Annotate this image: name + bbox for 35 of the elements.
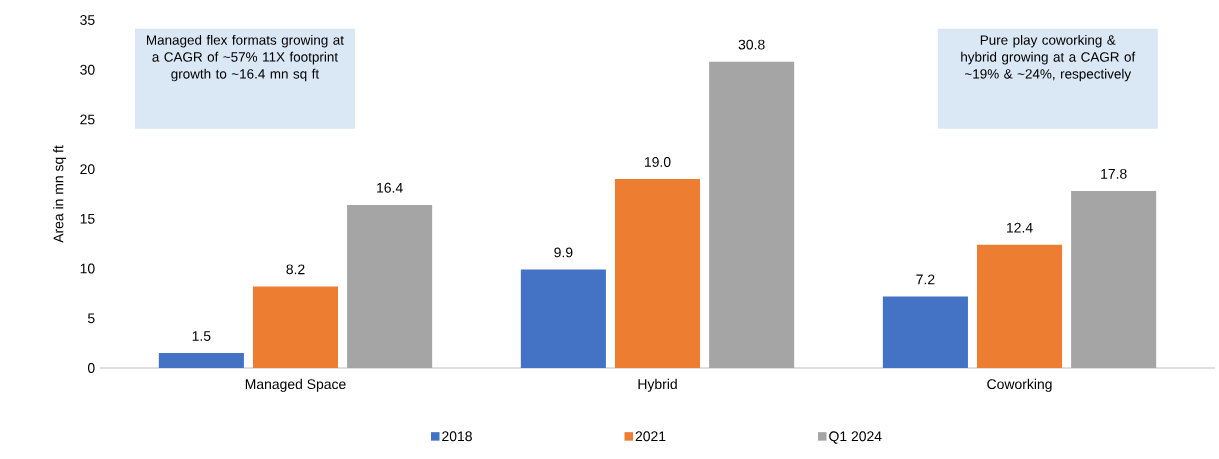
data-label: 19.0 [645,157,671,167]
bar [882,296,968,368]
y-tick-label: 25 [80,114,95,125]
data-label: 30.8 [738,39,765,50]
data-label: 9.9 [554,247,573,258]
bar [252,286,339,368]
y-tick-label: 0 [87,363,95,373]
bar [520,269,606,368]
y-tick-label: 20 [80,164,95,175]
y-tick-label: 30 [80,64,95,75]
y-tick-label: 10 [80,263,95,274]
y-tick-label: 15 [80,213,95,224]
annotation: Pure play coworking & hybrid growing at a CAGR of ~19% & ~24%, respectively [961,34,1136,82]
annotation: Managed flex formats growing at a CAGR of ~57% 11X footprint growth to ~16.4 mn sq ft [147,34,344,82]
x-tick-label: Managed Space [245,378,346,392]
x-tick-label: Coworking [987,378,1052,392]
y-tick-label: 5 [87,313,95,324]
data-label: 7.2 [916,274,935,285]
data-label: 12.4 [1007,222,1033,233]
bar [614,179,701,368]
bar [976,244,1063,368]
data-label: 1.5 [192,331,211,341]
data-label: 17.8 [1101,168,1127,179]
bar [1071,191,1157,368]
bar [709,61,795,368]
legend-label: 2018 [442,431,472,442]
bar [158,353,244,368]
data-label: 16.4 [377,182,403,193]
x-tick-label: Hybrid [638,378,677,392]
y-axis-title: Area in mn sq ft [53,145,67,243]
data-label: 8.2 [286,264,305,275]
y-tick-label: 35 [80,15,95,25]
legend-label: 2021 [635,431,666,442]
bar [347,204,433,368]
legend-label: Q1 2024 [829,431,882,444]
